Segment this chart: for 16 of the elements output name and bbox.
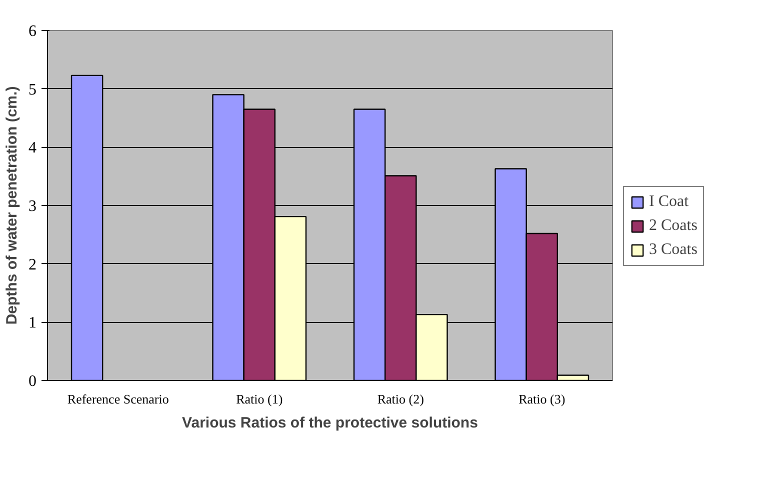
- x-tick-label: Ratio (2): [377, 392, 424, 406]
- y-tick-label: 6: [28, 23, 36, 40]
- y-tick-label: 1: [28, 314, 36, 332]
- y-axis-title: Depths of water penetration (cm.): [4, 86, 20, 325]
- y-tick-label: 0: [28, 373, 36, 390]
- legend-label: 3 Coats: [649, 241, 698, 259]
- y-tick-label: 3: [28, 198, 36, 215]
- legend-label: I Coat: [649, 193, 689, 211]
- legend-label: 2 Coats: [649, 217, 698, 235]
- x-tick-label: Ratio (3): [518, 392, 566, 406]
- y-tick-label: 4: [28, 140, 36, 157]
- x-tick-label: Reference Scenario: [67, 392, 169, 406]
- y-tick-label: 2: [28, 256, 36, 274]
- x-axis-title: Various Ratios of the protective solutions: [182, 414, 478, 432]
- x-tick-label: Ratio (1): [236, 392, 283, 406]
- y-tick-label: 5: [28, 81, 36, 98]
